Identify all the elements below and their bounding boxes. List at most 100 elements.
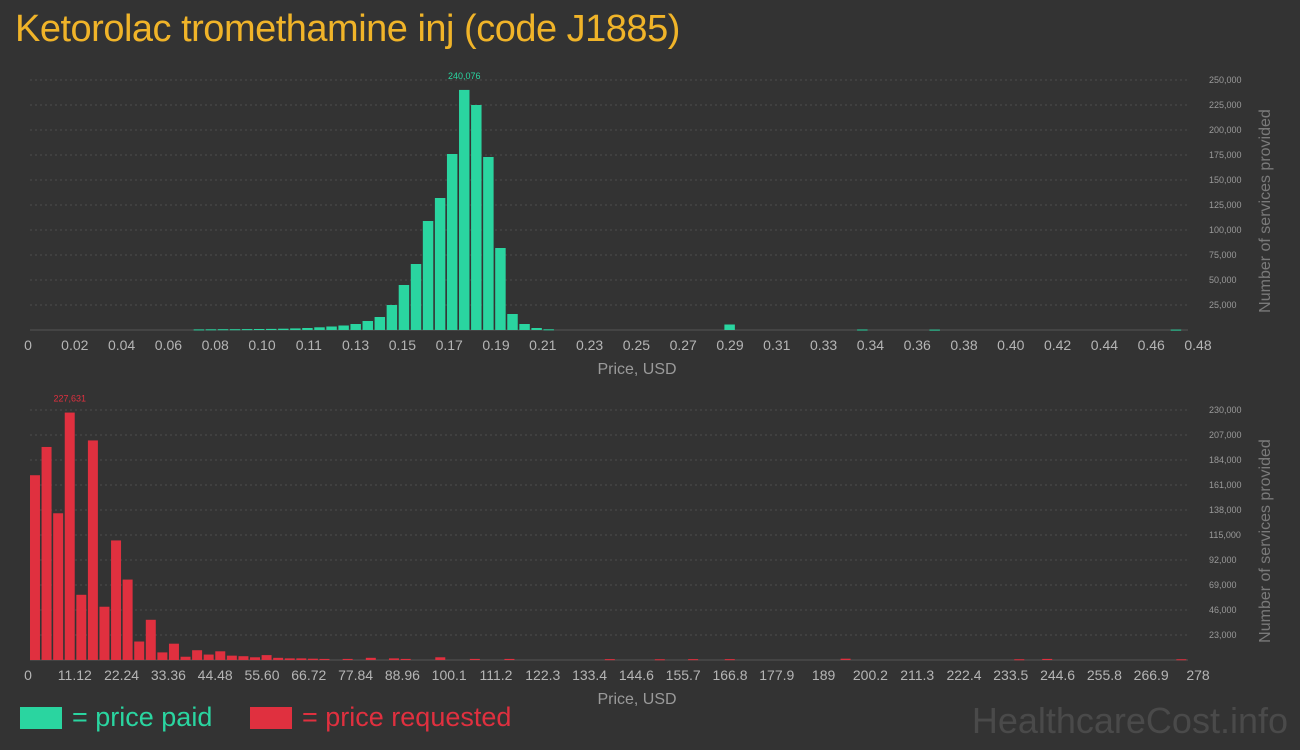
x-tick-label: 22.24 [104,667,139,683]
paid-bar [217,329,229,331]
requested-bar [400,658,411,660]
requested-bar [504,658,515,660]
x-tick-label: 222.4 [946,667,981,683]
paid-bar [326,326,337,330]
y-tick-label: 250,000 [1209,75,1242,85]
paid-bar [253,329,265,330]
y-tick-label: 125,000 [1209,200,1242,210]
y-tick-label: 225,000 [1209,100,1242,110]
legend-label-requested: = price requested [302,702,512,732]
x-tick-label: 88.96 [385,667,420,683]
paid-bar [241,329,253,331]
requested-bar [1176,659,1187,661]
x-tick-label: 0.15 [389,337,416,353]
requested-bar [53,513,64,660]
requested-bar [1014,659,1025,661]
x-tick-label: 0.27 [670,337,697,353]
x-tick-label: 0.48 [1184,337,1211,353]
requested-bar [688,659,699,661]
x-tick-label: 100.1 [432,667,467,683]
x-tick-label: 0.25 [623,337,650,353]
requested-bar [76,594,87,660]
requested-bar [122,579,133,660]
requested-peak-label: 227,631 [53,394,86,404]
x-tick-label: 66.72 [291,667,326,683]
x-tick-label: 211.3 [900,667,934,683]
requested-bar [296,658,307,660]
paid-bar [193,329,205,331]
requested-bar [435,657,446,660]
requested-bar [654,659,665,661]
x-axis-label: Price, USD [597,361,676,378]
y-axis-label: Number of services provided [1257,109,1274,313]
requested-bar [226,655,237,660]
y-tick-label: 75,000 [1209,250,1237,260]
requested-bar [261,655,272,660]
y-tick-label: 25,000 [1209,300,1237,310]
y-tick-label: 92,000 [1209,555,1237,565]
requested-bar [134,641,145,660]
x-tick-label: 177.9 [759,667,794,683]
x-tick-label: 0.46 [1138,337,1165,353]
paid-bar [519,324,530,330]
x-tick-label: 255.8 [1087,667,1122,683]
requested-bar [180,656,191,660]
x-tick-label: 144.6 [619,667,654,683]
requested-bar [250,657,260,660]
y-tick-label: 161,000 [1209,480,1242,490]
requested-bar [215,651,226,660]
paid-bar [314,327,325,330]
x-tick-label: 0.17 [436,337,463,353]
requested-bar [111,540,122,660]
price-requested-chart: 23,000 46,000 69,000 92,000 115,000 138,000 16… [24,394,1274,708]
paid-bar [374,317,386,330]
paid-peak-label: 240,076 [448,71,481,81]
paid-bar [386,305,398,330]
paid-bar [302,328,313,330]
y-tick-label: 138,000 [1209,505,1242,515]
price-paid-chart: 25,000 50,000 75,000 100,000 125,000 150,000 1… [24,71,1274,378]
paid-bar [205,329,217,331]
requested-bar [203,654,214,660]
requested-bar [157,652,168,660]
legend-swatch-paid [20,706,62,729]
paid-bar [266,328,277,330]
paid-bar [338,325,349,330]
x-tick-label: 55.60 [244,667,279,683]
requested-bar [41,446,52,660]
x-tick-label: 0 [24,667,32,683]
x-tick-label: 0.13 [342,337,369,353]
y-tick-label: 207,000 [1209,430,1242,440]
paid-bar [495,248,506,330]
x-tick-label: 0.29 [716,337,743,353]
legend-swatch-requested [250,706,292,729]
y-tick-label: 69,000 [1209,580,1237,590]
y-tick-label: 50,000 [1209,275,1237,285]
watermark: HealthcareCost.info [971,700,1288,741]
x-tick-label: 33.36 [151,667,186,683]
paid-bar [531,328,542,330]
requested-bar [342,658,353,660]
x-tick-label: 0.10 [248,337,275,353]
x-tick-label: 133.4 [572,667,607,683]
requested-bar [64,412,75,660]
paid-bar [434,198,446,330]
x-tick-label: 278 [1186,667,1210,683]
page-title: Ketorolac tromethamine inj (code J1885) [15,8,680,50]
requested-bar [145,619,156,660]
paid-bar [483,157,494,330]
paid-bar [398,285,410,330]
x-tick-label: 0.06 [155,337,182,353]
x-tick-label: 0.23 [576,337,603,353]
paid-bar [410,264,422,330]
paid-bar [290,328,301,330]
x-tick-label: 0.08 [202,337,229,353]
paid-bar [857,329,868,331]
x-tick-label: 155.7 [666,667,701,683]
requested-bar [168,643,179,660]
requested-bar [30,475,40,660]
x-tick-label: 0.02 [61,337,88,353]
x-tick-label: 0.19 [482,337,509,353]
paid-bar [459,89,470,330]
x-tick-label: 44.48 [198,667,233,683]
